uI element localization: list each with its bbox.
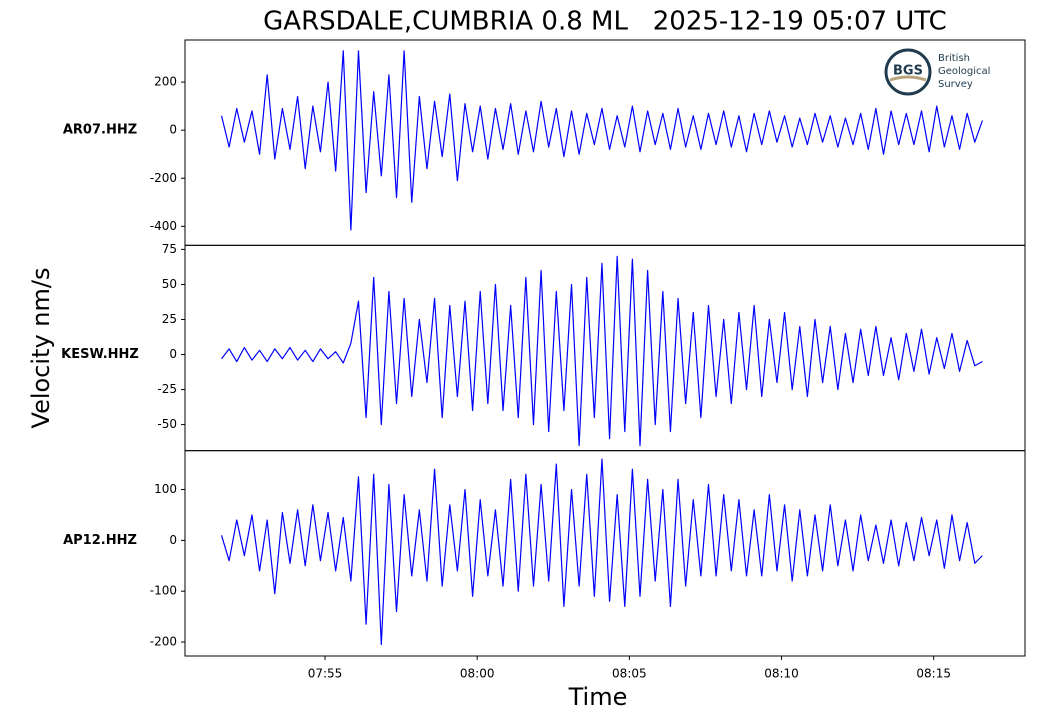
panel-frame (184, 450, 1026, 657)
chart-title: GARSDALE,CUMBRIA 0.8 ML 2025-12-19 05:07… (263, 7, 947, 37)
panel-label: AR07.HHZ (63, 123, 137, 138)
y-tick-label: -200 (150, 171, 177, 185)
y-tick-label: -25 (157, 382, 177, 396)
x-tick-label: 08:15 (916, 667, 951, 681)
y-tick-label: 25 (162, 312, 177, 326)
y-tick-label: 75 (162, 242, 177, 256)
y-tick-label: 0 (169, 533, 177, 547)
panel-label: KESW.HHZ (61, 347, 139, 362)
logo-mark: BGS (893, 64, 923, 79)
y-tick-label: -400 (150, 219, 177, 233)
logo: BGS British Geological Survey (884, 48, 990, 96)
y-tick-label: 100 (154, 482, 177, 496)
x-tick-label: 08:05 (612, 667, 647, 681)
y-axis-label: Velocity nm/s (27, 268, 55, 429)
logo-text: Geological (938, 66, 990, 77)
y-tick-label: -50 (157, 417, 177, 431)
trace (220, 458, 983, 646)
logo-text: Survey (938, 79, 973, 90)
trace (221, 255, 983, 447)
panel-label: AP12.HHZ (63, 533, 137, 548)
y-tick-label: -100 (150, 584, 177, 598)
x-axis-label: Time (568, 683, 628, 711)
trace (220, 50, 983, 231)
logo-swoosh (889, 75, 927, 82)
panel-frame (184, 244, 1026, 452)
y-tick-label: 0 (169, 347, 177, 361)
x-tick-label: 08:00 (460, 667, 495, 681)
x-tick-label: 08:10 (764, 667, 799, 681)
y-tick-label: 0 (169, 123, 177, 137)
y-tick-label: 200 (154, 75, 177, 89)
y-tick-label: 50 (162, 277, 177, 291)
y-tick-label: -200 (150, 635, 177, 649)
x-tick-label: 07:55 (308, 667, 343, 681)
logo-ring (884, 48, 932, 96)
logo-text: British (938, 53, 970, 64)
